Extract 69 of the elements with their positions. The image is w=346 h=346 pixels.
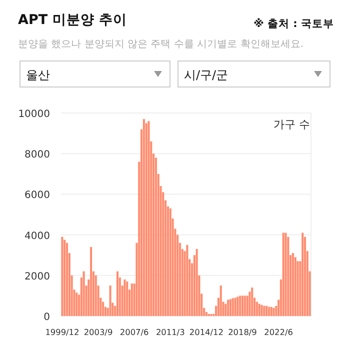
bar [186, 244, 188, 316]
bar [90, 246, 92, 316]
bar [124, 279, 126, 316]
bar [304, 236, 306, 316]
bar [109, 286, 112, 316]
bar [94, 275, 97, 316]
y-tick-label: 0 [44, 312, 50, 323]
bar [266, 306, 268, 316]
bar [205, 312, 208, 316]
bar [76, 292, 78, 316]
bar [296, 261, 299, 316]
bar [142, 119, 145, 316]
bar [66, 242, 68, 316]
chart-title: APT 미분양 추이 [18, 12, 127, 28]
text: ※ 출처 : 국토부 [254, 18, 334, 30]
bar [82, 271, 85, 316]
bar [64, 240, 66, 316]
bar [246, 296, 248, 316]
y-tick-label: 2000 [24, 271, 50, 282]
bar [260, 304, 263, 316]
bar [292, 253, 294, 316]
bar [234, 298, 236, 316]
bar [116, 271, 118, 316]
bar [145, 123, 148, 316]
bar [154, 158, 157, 316]
bar [256, 302, 258, 316]
bar [244, 296, 246, 316]
bar [220, 286, 222, 316]
bar [251, 288, 254, 316]
bar [302, 232, 304, 316]
x-tick-label: 2007/6 [120, 327, 149, 337]
bar [229, 299, 232, 316]
y-tick-label: 8000 [24, 150, 50, 161]
text: 시/구/군 [184, 68, 228, 82]
bar [239, 296, 242, 316]
bar [294, 257, 296, 316]
x-tick-label: 2022/6 [264, 327, 293, 337]
y-tick-label: 4000 [24, 230, 50, 242]
bar [169, 208, 172, 316]
bar [241, 296, 244, 316]
bar [130, 284, 133, 316]
bar [282, 232, 284, 316]
bar [284, 232, 287, 316]
bar [272, 308, 275, 316]
bar [126, 281, 128, 316]
bar [236, 296, 239, 316]
bar [61, 236, 64, 316]
x-tick-label: 2018/9 [228, 327, 257, 337]
x-tick-label: 2003/9 [84, 327, 113, 337]
bar [232, 298, 234, 316]
x-tick-label: 2011/3 [156, 327, 185, 337]
bar [196, 249, 198, 316]
bar [227, 300, 230, 316]
y-tick-label: 10000 [18, 109, 50, 120]
bar [268, 306, 270, 316]
bar [270, 306, 272, 316]
bar [287, 236, 290, 316]
bar [224, 304, 227, 316]
bar [258, 304, 260, 316]
y-axis-title: 가구 수 [274, 118, 310, 131]
x-tick-label: 2014/12 [189, 327, 224, 337]
bar [102, 302, 104, 316]
chart-subtitle: 분양을 했으나 분양되지 않은 주택 수를 시기별로 확인해보세요. [18, 39, 304, 50]
bar [148, 121, 150, 316]
x-tick-label: 1999/12 [45, 327, 80, 337]
y-tick-label: 6000 [24, 190, 50, 202]
text: 울산 [26, 68, 50, 82]
bar [248, 292, 251, 316]
bar [263, 306, 266, 316]
